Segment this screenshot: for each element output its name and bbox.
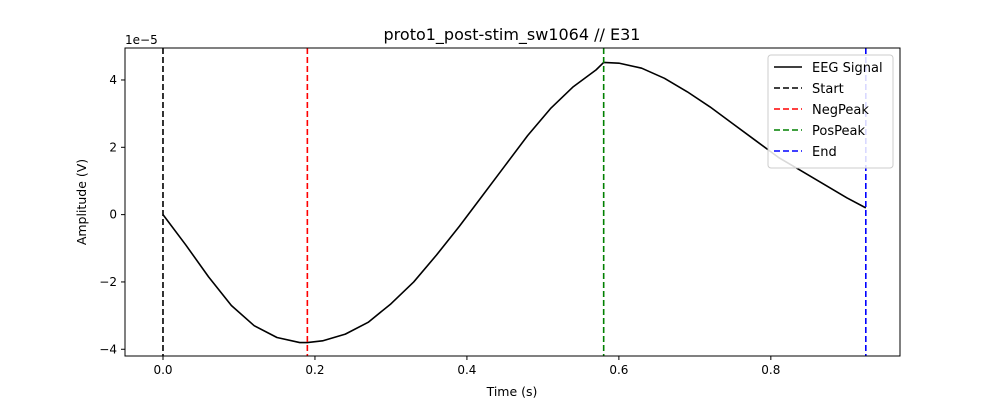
legend-label: Start [812, 82, 844, 97]
legend-box [767, 54, 894, 169]
plot-area [162, 48, 867, 356]
x-tick-label: 0.4 [457, 363, 476, 377]
legend: EEG Signal Start NegPeak PosPeak End [767, 54, 894, 169]
legend-label: EEG Signal [812, 61, 883, 76]
legend-label: End [812, 145, 837, 160]
x-tick-label: 0.2 [305, 363, 324, 377]
x-axis: 0.0 0.2 0.4 0.6 0.8 [153, 356, 780, 377]
plot-frame [124, 47, 901, 357]
y-tick-label: −4 [99, 342, 117, 356]
y-tick-label: 0 [109, 208, 117, 222]
x-tick-label: 0.8 [761, 363, 780, 377]
y-tick-label: 2 [109, 140, 117, 154]
x-tick-label: 0.0 [153, 363, 172, 377]
y-axis: −4 −2 0 2 4 [99, 73, 125, 356]
legend-label: PosPeak [812, 124, 865, 139]
y-tick-label: 4 [109, 73, 117, 87]
y-tick-label: −2 [99, 275, 117, 289]
x-axis-label: Time (s) [486, 384, 538, 399]
y-offset-label: 1e−5 [125, 33, 158, 47]
x-tick-label: 0.6 [609, 363, 628, 377]
chart-title: proto1_post-stim_sw1064 // E31 [384, 25, 641, 45]
legend-label: NegPeak [812, 103, 869, 118]
series-line-0 [162, 61, 867, 344]
y-axis-label: Amplitude (V) [74, 159, 89, 245]
